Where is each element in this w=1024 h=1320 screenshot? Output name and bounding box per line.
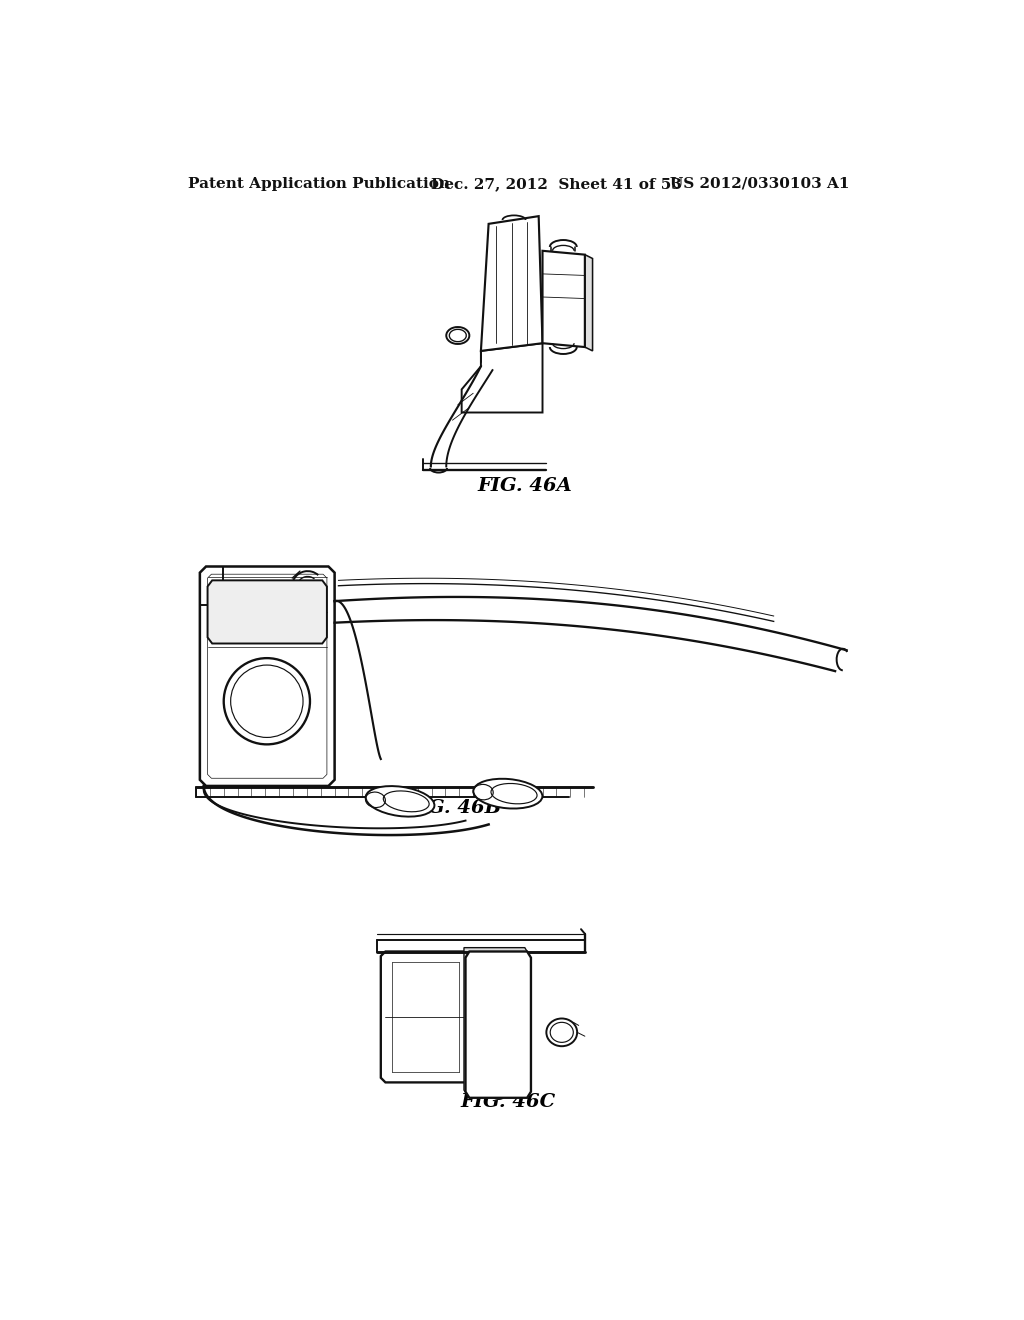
Ellipse shape [366,787,434,817]
Text: FIG. 46B: FIG. 46B [406,799,502,817]
Polygon shape [464,948,527,1098]
Polygon shape [200,566,335,785]
Polygon shape [208,581,327,644]
Polygon shape [466,952,531,1098]
Polygon shape [381,952,469,1082]
Ellipse shape [473,779,543,809]
Polygon shape [481,216,543,351]
Text: FIG. 46A: FIG. 46A [477,477,572,495]
Text: US 2012/0330103 A1: US 2012/0330103 A1 [670,177,849,191]
Polygon shape [543,251,585,347]
Polygon shape [462,343,543,412]
Text: Dec. 27, 2012  Sheet 41 of 53: Dec. 27, 2012 Sheet 41 of 53 [431,177,682,191]
Text: Patent Application Publication: Patent Application Publication [188,177,451,191]
Polygon shape [585,255,593,351]
Text: FIG. 46C: FIG. 46C [461,1093,555,1110]
